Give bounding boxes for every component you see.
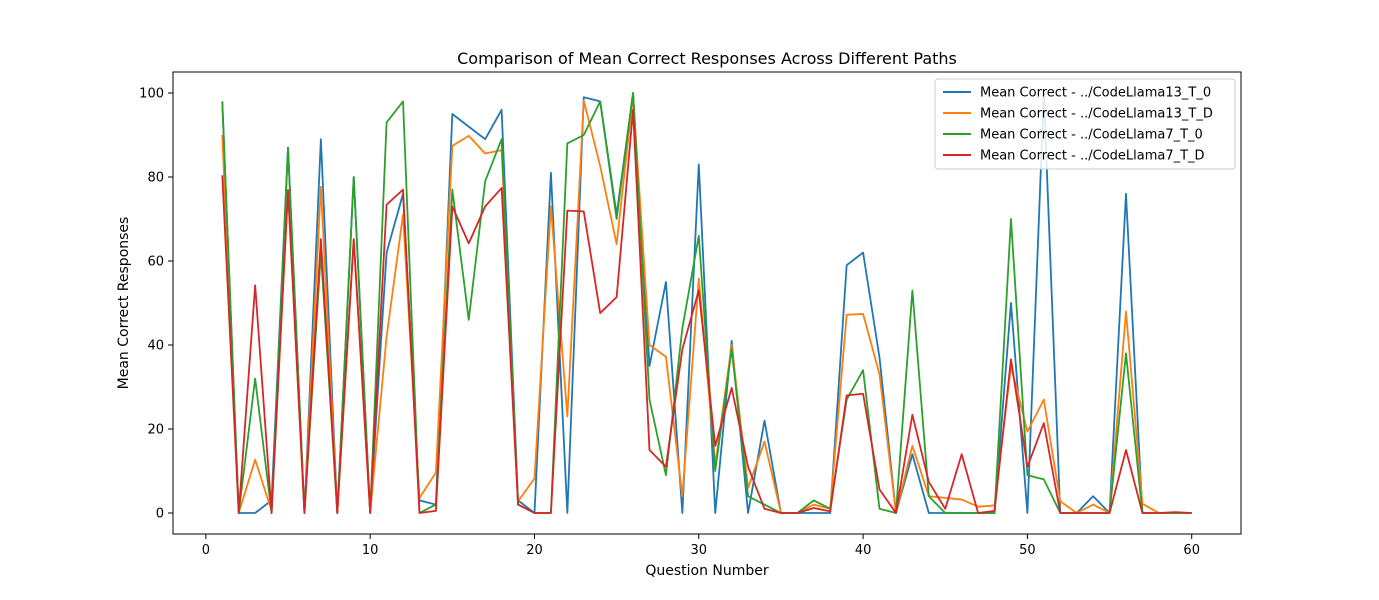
legend: Mean Correct - ../CodeLlama13_T_0 Mean Co…	[934, 78, 1236, 170]
y-tick-label: 80	[147, 171, 164, 186]
legend-box	[934, 78, 1236, 170]
legend-entry: Mean Correct - ../CodeLlama13_T_0	[980, 86, 1211, 101]
legend-entry: Mean Correct - ../CodeLlama7_T_0	[980, 128, 1203, 143]
y-axis-label: Mean Correct Responses	[116, 217, 132, 390]
series-line-1	[221, 92, 1192, 514]
x-tick-label: 60	[1183, 543, 1200, 558]
y-tick-label: 0	[156, 507, 164, 522]
x-tick-label: 40	[855, 543, 872, 558]
y-tick-label: 40	[147, 339, 164, 354]
chart-title: Comparison of Mean Correct Responses Acr…	[457, 49, 957, 68]
series-line-3	[221, 92, 1192, 514]
series-lines	[221, 92, 1192, 514]
x-tick-label: 20	[526, 543, 543, 558]
x-axis: 0 10 20 30 40 50 60	[202, 534, 1200, 558]
y-axis: 0 20 40 60 80 100	[139, 87, 173, 522]
plot-area	[172, 71, 1242, 535]
legend-entry: Mean Correct - ../CodeLlama13_T_D	[980, 107, 1213, 122]
legend-entry: Mean Correct - ../CodeLlama7_T_D	[980, 149, 1205, 164]
x-tick-label: 0	[202, 543, 210, 558]
x-tick-label: 10	[362, 543, 379, 558]
x-axis-label: Question Number	[645, 563, 769, 579]
x-tick-label: 50	[1019, 543, 1036, 558]
y-tick-label: 60	[147, 255, 164, 270]
plot-frame	[172, 71, 1242, 535]
series-line-4	[221, 108, 1192, 514]
y-tick-label: 100	[139, 87, 164, 102]
x-tick-label: 30	[691, 543, 708, 558]
y-tick-label: 20	[147, 423, 164, 438]
